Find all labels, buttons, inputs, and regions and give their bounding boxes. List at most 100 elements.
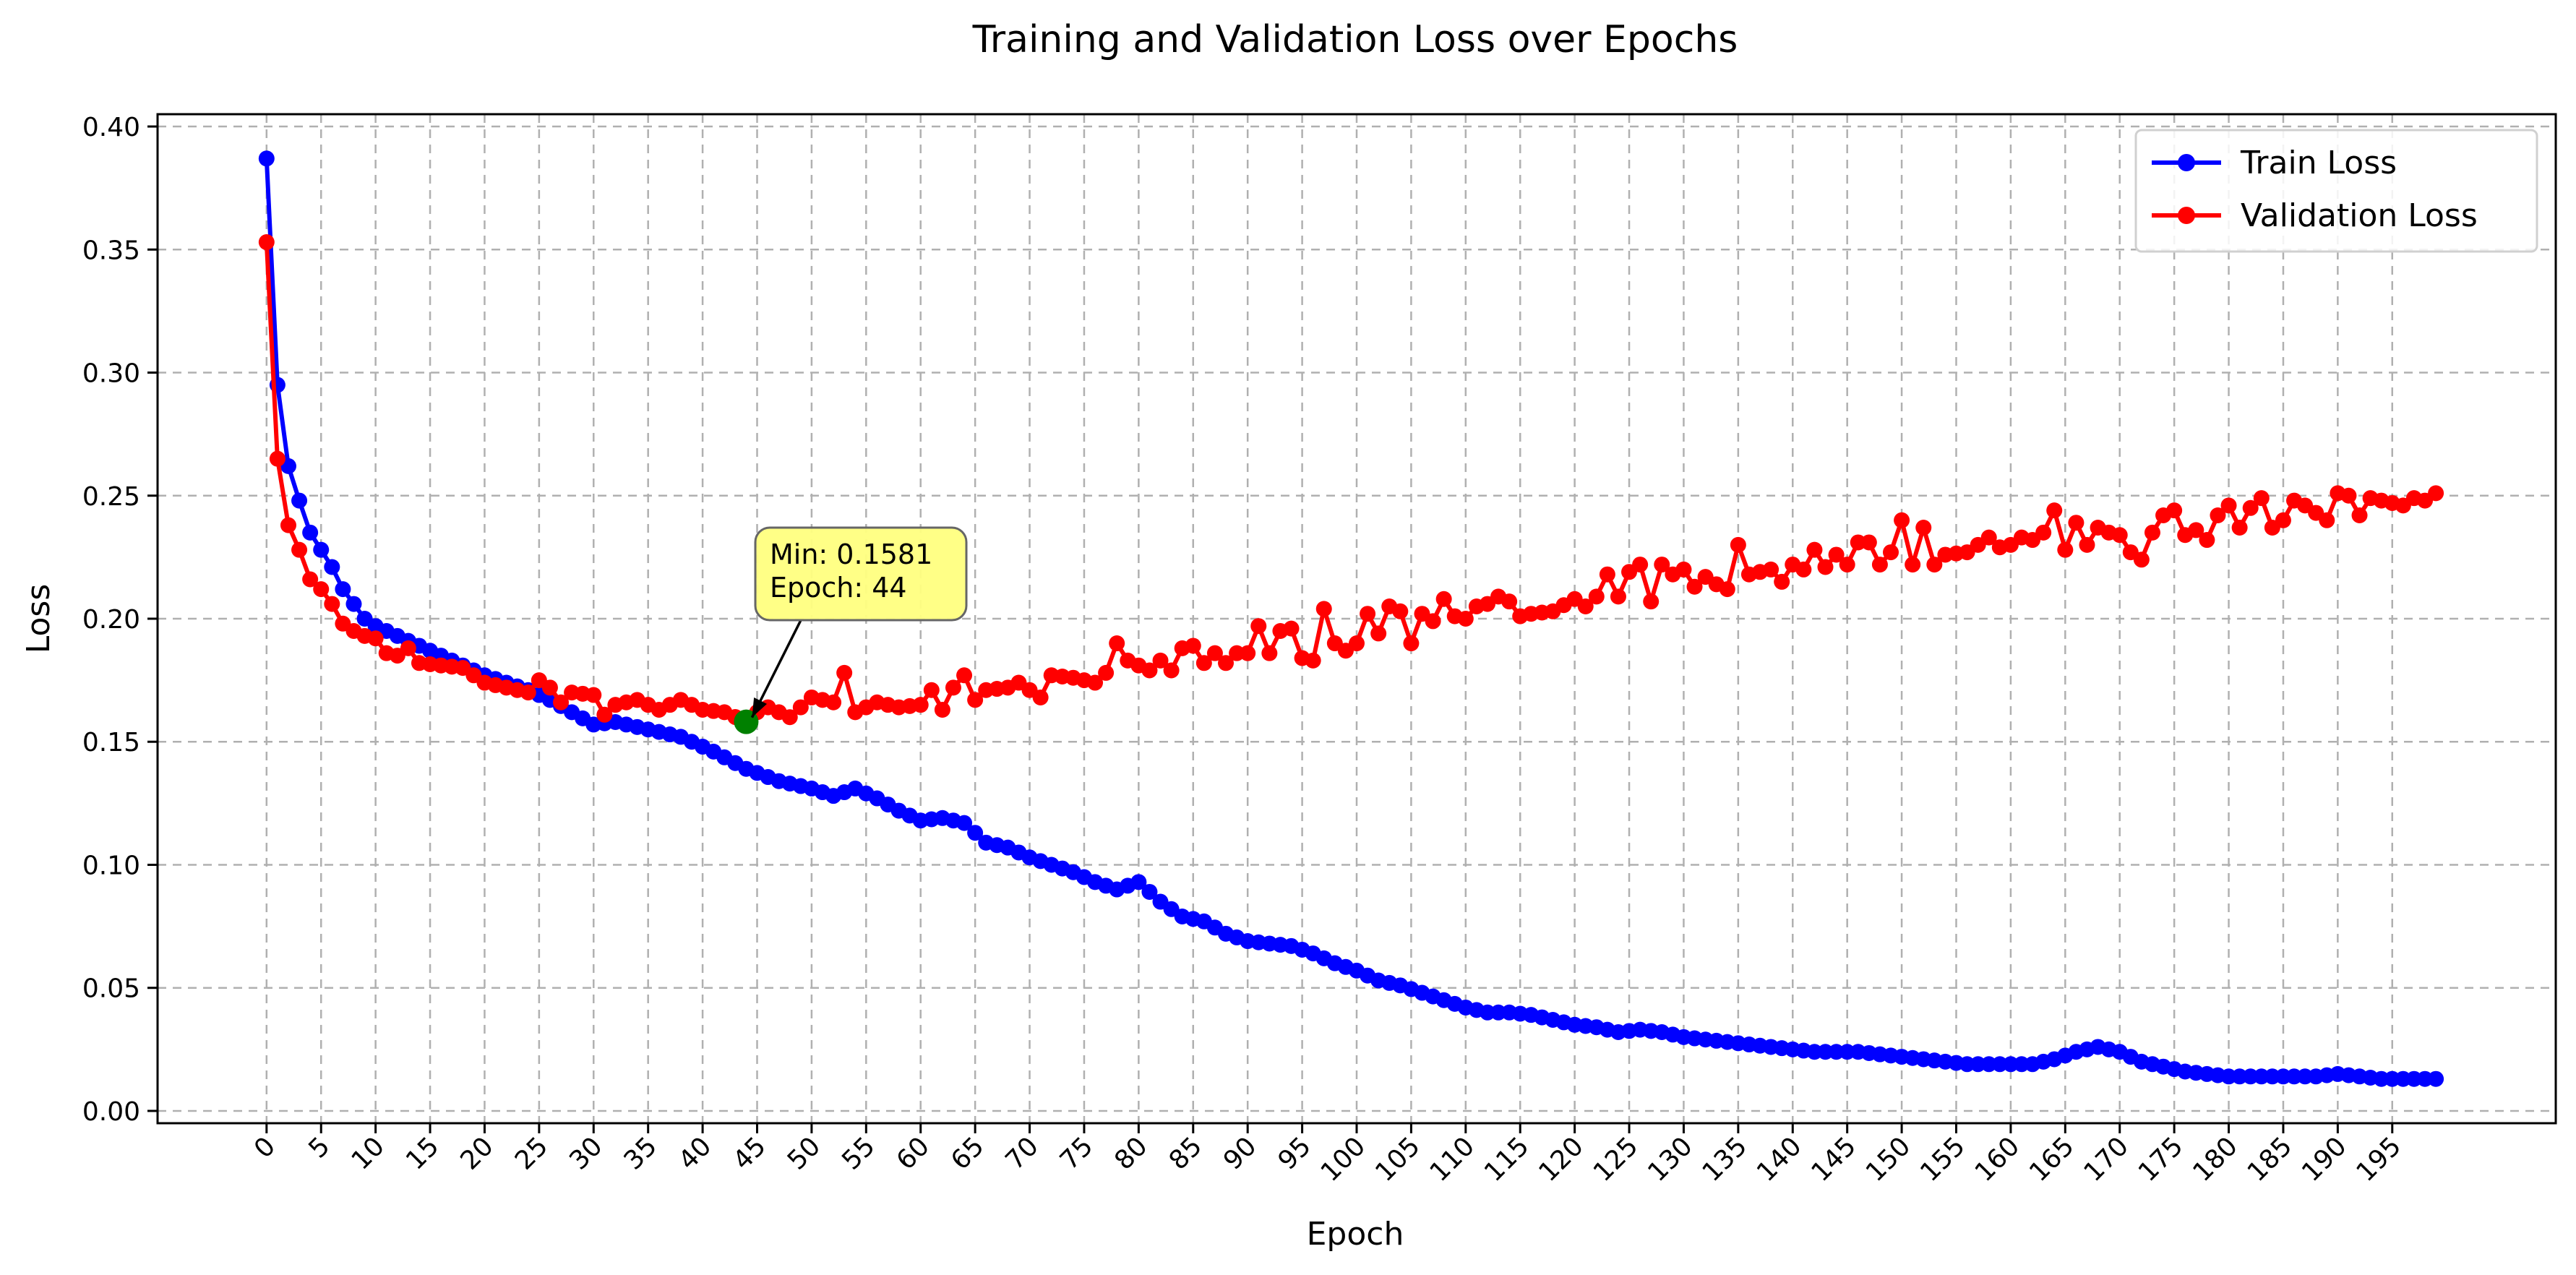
legend-label: Train Loss	[2240, 145, 2397, 181]
data-point	[1839, 1044, 1855, 1060]
data-point	[1250, 618, 1267, 635]
x-tick-label: 100	[1315, 1131, 1372, 1188]
data-point	[1730, 536, 1746, 553]
data-point	[2319, 512, 2335, 528]
data-point	[520, 684, 536, 701]
y-tick-label: 0.15	[82, 728, 140, 757]
x-tick-label: 30	[564, 1131, 608, 1175]
data-point	[2275, 1068, 2291, 1085]
annotation-arrowhead	[752, 697, 768, 718]
annotation-text: Min: 0.1581	[770, 538, 932, 570]
x-tick-label: 155	[1915, 1131, 1971, 1188]
data-point	[2068, 515, 2085, 531]
data-point	[1218, 655, 1235, 671]
legend-marker	[2178, 207, 2195, 224]
data-point	[1098, 664, 1115, 681]
data-point	[1425, 613, 1441, 630]
data-point	[956, 667, 973, 684]
data-point	[1163, 662, 1180, 679]
x-tick-label: 160	[1970, 1131, 2026, 1188]
legend-item: Train Loss	[2152, 145, 2397, 181]
data-point	[2210, 507, 2226, 523]
data-point	[1774, 573, 1790, 590]
data-point	[1109, 635, 1125, 652]
x-tick-label: 80	[1109, 1131, 1153, 1175]
data-point	[2384, 1070, 2400, 1087]
y-tick-label: 0.10	[82, 851, 140, 880]
data-point	[1905, 557, 1921, 573]
data-point	[2340, 487, 2357, 504]
data-point	[1817, 559, 1834, 575]
data-point	[2079, 536, 2095, 553]
data-point	[258, 150, 275, 167]
y-tick-label: 0.40	[82, 113, 140, 142]
x-tick-label: 75	[1055, 1131, 1099, 1175]
data-point	[792, 699, 809, 716]
y-tick-label: 0.00	[82, 1097, 140, 1127]
legend-item: Validation Loss	[2152, 197, 2478, 234]
x-tick-label: 175	[2133, 1131, 2189, 1188]
x-tick-label: 135	[1697, 1131, 1753, 1188]
data-point	[1719, 581, 1735, 598]
x-tick-label: 15	[400, 1131, 445, 1175]
data-point	[2046, 502, 2063, 519]
data-point	[280, 517, 296, 533]
data-point	[1828, 546, 1845, 563]
data-point	[2133, 551, 2150, 568]
data-point	[1152, 652, 1169, 669]
data-point	[1980, 529, 1997, 546]
data-point	[400, 640, 416, 656]
data-point	[1370, 625, 1387, 642]
data-point	[923, 682, 940, 698]
data-point	[1839, 557, 1855, 573]
series-validation-loss	[258, 234, 2444, 730]
data-point	[967, 692, 984, 708]
data-point	[967, 825, 984, 841]
data-point	[1643, 593, 1660, 610]
x-axis: 0 5 10 15 20 25 30 35 40 45 50 55 60 65 70 75 80 85 90 9510…	[249, 1123, 2407, 1188]
data-point	[2264, 1068, 2280, 1085]
chart-title: Training and Validation Loss over Epochs	[972, 18, 1738, 61]
x-tick-label: 50	[782, 1131, 826, 1175]
data-point	[2013, 1056, 2030, 1073]
y-tick-label: 0.05	[82, 974, 140, 1004]
data-point	[1806, 1044, 1823, 1060]
x-tick-label: 60	[891, 1131, 935, 1175]
x-tick-label: 0	[249, 1131, 281, 1164]
data-point	[1894, 512, 1910, 528]
x-tick-label: 170	[2079, 1131, 2135, 1188]
legend-box	[2134, 129, 2538, 253]
data-point	[1305, 652, 1321, 669]
data-point	[1883, 544, 1899, 561]
data-point	[2242, 499, 2259, 516]
data-point	[313, 581, 330, 598]
y-tick-label: 0.35	[82, 236, 140, 265]
x-tick-label: 125	[1588, 1131, 1644, 1188]
data-point	[2373, 1070, 2390, 1087]
data-point	[1588, 588, 1605, 605]
x-tick-label: 185	[2242, 1131, 2298, 1188]
x-tick-label: 25	[510, 1131, 554, 1175]
data-point	[2220, 497, 2237, 514]
data-point	[585, 687, 602, 703]
x-tick-label: 90	[1218, 1131, 1262, 1175]
data-point	[1349, 635, 1365, 652]
data-point	[2417, 1070, 2434, 1087]
legend-marker	[2178, 154, 2195, 171]
data-point	[1087, 674, 1104, 691]
data-point	[1654, 557, 1670, 573]
x-axis-label: Epoch	[1307, 1216, 1404, 1253]
data-point	[2253, 490, 2270, 507]
x-tick-label: 195	[2351, 1131, 2408, 1188]
data-point	[2111, 527, 2128, 544]
data-point	[1850, 534, 1866, 551]
data-point	[956, 815, 973, 831]
annotation-box	[754, 526, 968, 622]
data-point	[302, 524, 319, 541]
data-point	[1915, 520, 1932, 536]
x-tick-label: 10	[346, 1131, 390, 1175]
data-point	[2144, 524, 2160, 541]
x-tick-label: 20	[455, 1131, 499, 1175]
